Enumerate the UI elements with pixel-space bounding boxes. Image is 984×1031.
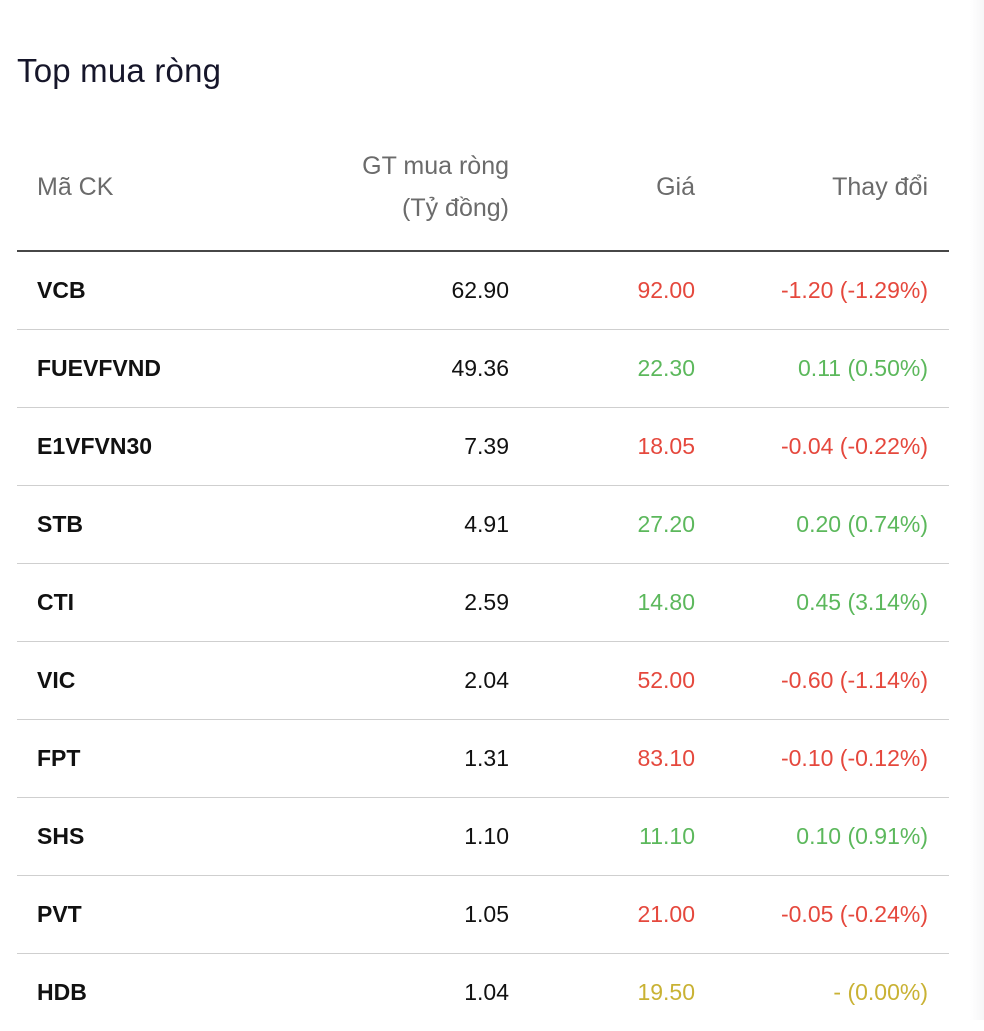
stock-price: 19.50 (637, 979, 695, 1005)
table-row[interactable]: VCB 62.90 92.00 -1.20 (-1.29%) (17, 252, 949, 330)
header-price: Giá (656, 173, 695, 201)
page-edge-shade (970, 0, 984, 1020)
price-change: 0.45 (3.14%) (796, 589, 928, 615)
price-change: 0.20 (0.74%) (796, 511, 928, 537)
table-row[interactable]: FUEVFVND 49.36 22.30 0.11 (0.50%) (17, 330, 949, 408)
stock-code[interactable]: SHS (37, 823, 85, 849)
table-row[interactable]: FPT 1.31 83.10 -0.10 (-0.12%) (17, 720, 949, 798)
stock-code[interactable]: FPT (37, 745, 81, 771)
price-change: -1.20 (-1.29%) (780, 277, 928, 303)
header-net-value-line2: (Tỷ đồng) (402, 194, 509, 222)
stock-code[interactable]: VCB (37, 277, 86, 303)
table-row[interactable]: STB 4.91 27.20 0.20 (0.74%) (17, 486, 949, 564)
price-change: -0.10 (-0.12%) (780, 745, 928, 771)
stock-code[interactable]: PVT (37, 901, 82, 927)
net-buy-value: 2.59 (464, 589, 509, 615)
stock-price: 52.00 (637, 667, 695, 693)
stock-code[interactable]: CTI (37, 589, 75, 615)
table-row[interactable]: PVT 1.05 21.00 -0.05 (-0.24%) (17, 876, 949, 954)
price-change: -0.60 (-1.14%) (780, 667, 928, 693)
net-buy-value: 1.05 (464, 901, 509, 927)
stock-price: 27.20 (637, 511, 695, 537)
stock-code[interactable]: HDB (37, 979, 87, 1005)
header-net-value: GT mua ròng (Tỷ đồng) (362, 145, 509, 229)
header-change: Thay đổi (832, 173, 928, 201)
net-buy-value: 1.31 (464, 745, 509, 771)
price-change: 0.10 (0.91%) (796, 823, 928, 849)
price-change: -0.05 (-0.24%) (780, 901, 928, 927)
price-change: 0.11 (0.50%) (798, 355, 928, 381)
stock-price: 18.05 (637, 433, 695, 459)
net-buy-value: 7.39 (464, 433, 509, 459)
stock-price: 22.30 (637, 355, 695, 381)
net-buy-table: Mã CK GT mua ròng (Tỷ đồng) Giá Thay đổi… (17, 140, 949, 1031)
stock-code[interactable]: STB (37, 511, 83, 537)
stock-price: 14.80 (637, 589, 695, 615)
table-header: Mã CK GT mua ròng (Tỷ đồng) Giá Thay đổi (17, 140, 949, 252)
table-row[interactable]: CTI 2.59 14.80 0.45 (3.14%) (17, 564, 949, 642)
stock-price: 83.10 (637, 745, 695, 771)
stock-code[interactable]: VIC (37, 667, 76, 693)
table-body: VCB 62.90 92.00 -1.20 (-1.29%) FUEVFVND 49.36… (17, 252, 949, 1031)
net-buy-value: 1.04 (464, 979, 509, 1005)
net-buy-value: 1.10 (464, 823, 509, 849)
net-buy-value: 62.90 (451, 277, 509, 303)
net-buy-value: 49.36 (451, 355, 509, 381)
price-change: -0.04 (-0.22%) (780, 433, 928, 459)
panel-title: Top mua ròng (17, 52, 222, 89)
header-code: Mã CK (37, 173, 114, 201)
stock-price: 92.00 (637, 277, 695, 303)
table-row[interactable]: SHS 1.10 11.10 0.10 (0.91%) (17, 798, 949, 876)
header-net-value-line1: GT mua ròng (362, 152, 509, 180)
net-buy-value: 4.91 (464, 511, 509, 537)
stock-code[interactable]: FUEVFVND (37, 355, 161, 381)
net-buy-value: 2.04 (464, 667, 509, 693)
stock-price: 11.10 (639, 823, 695, 849)
table-row[interactable]: HDB 1.04 19.50 - (0.00%) (17, 954, 949, 1031)
stock-code[interactable]: E1VFVN30 (37, 433, 153, 459)
table-row[interactable]: E1VFVN30 7.39 18.05 -0.04 (-0.22%) (17, 408, 949, 486)
price-change: - (0.00%) (833, 979, 928, 1005)
stock-price: 21.00 (637, 901, 695, 927)
table-row[interactable]: VIC 2.04 52.00 -0.60 (-1.14%) (17, 642, 949, 720)
